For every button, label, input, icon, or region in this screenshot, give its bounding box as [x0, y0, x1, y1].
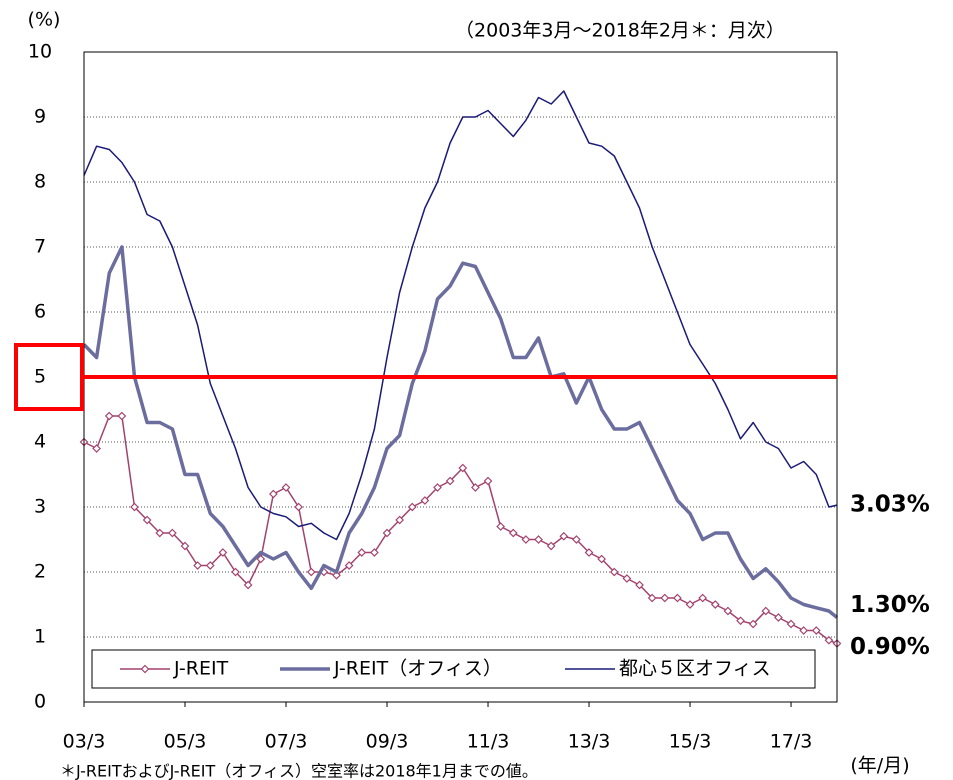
point-marker [142, 515, 152, 525]
point-marker [559, 531, 569, 541]
x-tick-label: 05/3 [164, 731, 207, 753]
y-tick-label: 1 [34, 626, 46, 648]
point-marker [483, 476, 493, 486]
x-axis-label: (年/月) [850, 755, 909, 777]
series-line [83, 90, 838, 541]
point-marker [710, 600, 720, 609]
point-marker [168, 528, 177, 538]
point-marker [635, 580, 644, 590]
point-marker [281, 483, 291, 492]
point-marker [774, 613, 783, 622]
point-marker [269, 489, 278, 499]
y-tick-label: 3 [34, 496, 46, 518]
y-tick-label: 7 [34, 236, 46, 258]
point-marker [332, 570, 341, 580]
point-marker [546, 541, 556, 551]
point-marker [471, 483, 480, 492]
point-marker [685, 600, 695, 609]
x-tick-label: 11/3 [467, 731, 510, 753]
point-marker [294, 502, 303, 512]
y-tick-label: 2 [34, 561, 46, 583]
point-marker [357, 548, 367, 557]
point-marker [811, 626, 821, 635]
y-tick-label: 6 [34, 301, 46, 323]
point-marker [673, 593, 682, 603]
point-marker [786, 619, 796, 629]
point-marker [748, 619, 758, 629]
point-marker [306, 567, 316, 577]
legend-label: 都心５区オフィス [619, 658, 771, 680]
point-marker [660, 593, 670, 603]
end-label: 0.90% [850, 634, 930, 660]
point-marker [799, 626, 809, 635]
y-tick-label: 0 [34, 691, 46, 713]
point-marker [370, 548, 379, 557]
point-marker [508, 528, 518, 538]
point-marker [231, 567, 240, 577]
point-marker [407, 502, 417, 512]
point-marker [521, 535, 531, 544]
point-marker [622, 574, 632, 583]
point-marker [193, 561, 202, 570]
end-label: 3.03% [850, 492, 930, 518]
legend-label: J-REIT（オフィス） [333, 658, 502, 680]
point-marker [395, 515, 404, 525]
point-marker [597, 554, 607, 564]
point-marker [205, 561, 215, 570]
point-marker [155, 528, 165, 538]
x-tick-label: 09/3 [366, 731, 409, 753]
footnote: ＊J-REITおよびJ-REIT（オフィス）空室率は2018年1月までの値。 [60, 762, 538, 780]
subtitle: （2003年3月～2018年2月＊：月次） [455, 20, 785, 42]
point-marker [92, 444, 101, 453]
point-marker [344, 561, 354, 570]
point-marker [761, 606, 771, 616]
point-marker [609, 567, 619, 577]
point-marker [584, 548, 594, 557]
x-tick-label: 03/3 [63, 731, 106, 753]
point-marker [180, 541, 190, 551]
point-marker [243, 580, 253, 590]
highlight-box [14, 343, 84, 411]
y-tick-label: 5 [34, 366, 46, 388]
point-marker [104, 411, 114, 421]
x-tick-label: 17/3 [770, 731, 813, 753]
point-marker [824, 635, 834, 645]
point-marker [433, 483, 442, 492]
y-tick-label: 10 [28, 41, 52, 63]
point-marker [647, 593, 657, 603]
point-marker [736, 616, 745, 626]
point-marker [572, 535, 581, 544]
point-marker [420, 496, 430, 505]
x-tick-label: 07/3 [265, 731, 308, 753]
point-marker [117, 411, 127, 421]
y-axis-label: (%) [28, 9, 61, 31]
legend [91, 649, 816, 689]
point-marker [698, 593, 708, 603]
series-line [83, 415, 838, 645]
x-tick-label: 15/3 [669, 731, 712, 753]
point-marker [534, 535, 543, 544]
series-line [82, 245, 839, 619]
y-tick-label: 4 [34, 431, 46, 453]
end-label: 1.30% [850, 592, 930, 618]
point-marker [723, 606, 733, 616]
y-tick-label: 8 [34, 171, 46, 193]
y-tick-label: 9 [34, 106, 46, 128]
x-tick-label: 13/3 [568, 731, 611, 753]
point-marker [445, 476, 455, 486]
point-marker [130, 502, 139, 512]
legend-marker [140, 664, 150, 674]
point-marker [256, 554, 266, 564]
point-marker [218, 548, 228, 557]
point-marker [458, 463, 468, 473]
point-marker [382, 528, 392, 538]
legend-label: J-REIT [173, 658, 229, 680]
point-marker [496, 522, 505, 531]
plot [79, 90, 842, 648]
